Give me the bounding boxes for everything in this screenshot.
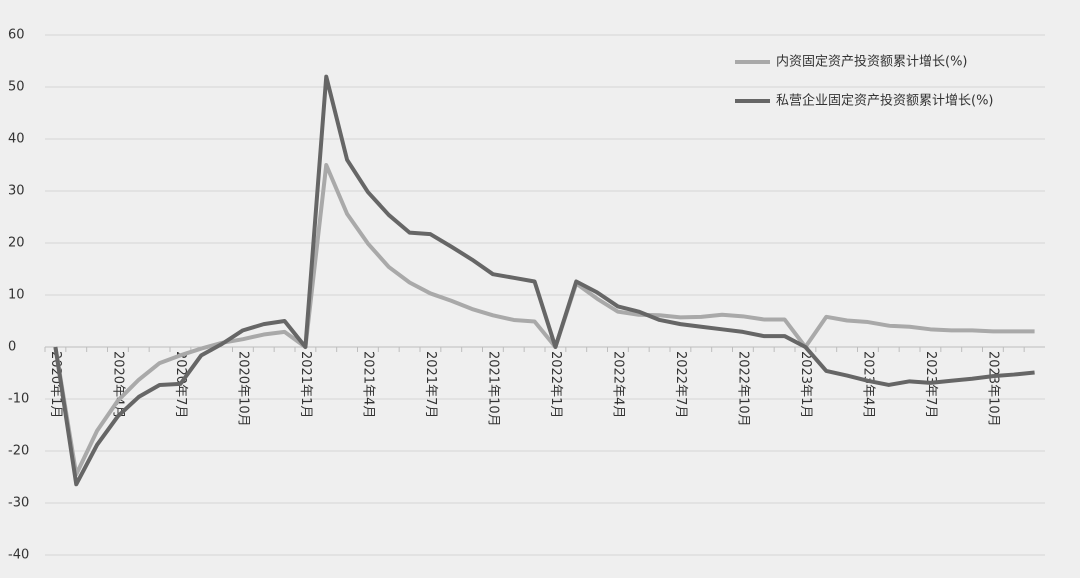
x-tick-label: 2023年4月 — [860, 351, 875, 418]
y-tick-label: 0 — [8, 340, 16, 355]
x-tick-label: 2021年10月 — [485, 351, 500, 427]
y-tick-label: 60 — [8, 28, 25, 43]
y-tick-label: -10 — [8, 392, 29, 407]
x-tick-label: 2023年1月 — [798, 351, 813, 418]
legend-label: 内资固定资产投资额累计增长(%) — [776, 54, 968, 70]
x-tick-label: 2021年1月 — [298, 351, 313, 418]
y-tick-label: -40 — [8, 548, 29, 563]
x-tick-label: 2021年7月 — [423, 351, 438, 418]
x-tick-label: 2022年1月 — [548, 351, 563, 418]
y-tick-label: 40 — [8, 132, 25, 147]
x-tick-label: 2020年4月 — [110, 351, 125, 418]
x-tick-label: 2020年10月 — [235, 351, 250, 427]
x-tick-label: 2022年10月 — [735, 351, 750, 427]
y-tick-label: -30 — [8, 496, 29, 511]
series-line — [53, 74, 1035, 487]
y-tick-label: 50 — [8, 80, 25, 95]
y-tick-label: 20 — [8, 236, 25, 251]
x-tick-label: 2022年7月 — [673, 351, 688, 418]
x-tick-label: 2023年10月 — [985, 351, 1000, 427]
legend-label: 私营企业固定资产投资额累计增长(%) — [776, 93, 994, 109]
x-tick-label: 2021年4月 — [360, 351, 375, 418]
y-tick-label: 30 — [8, 184, 25, 199]
y-tick-label: 10 — [8, 288, 25, 303]
x-tick-label: 2022年4月 — [610, 351, 625, 418]
y-tick-label: -20 — [8, 444, 29, 459]
